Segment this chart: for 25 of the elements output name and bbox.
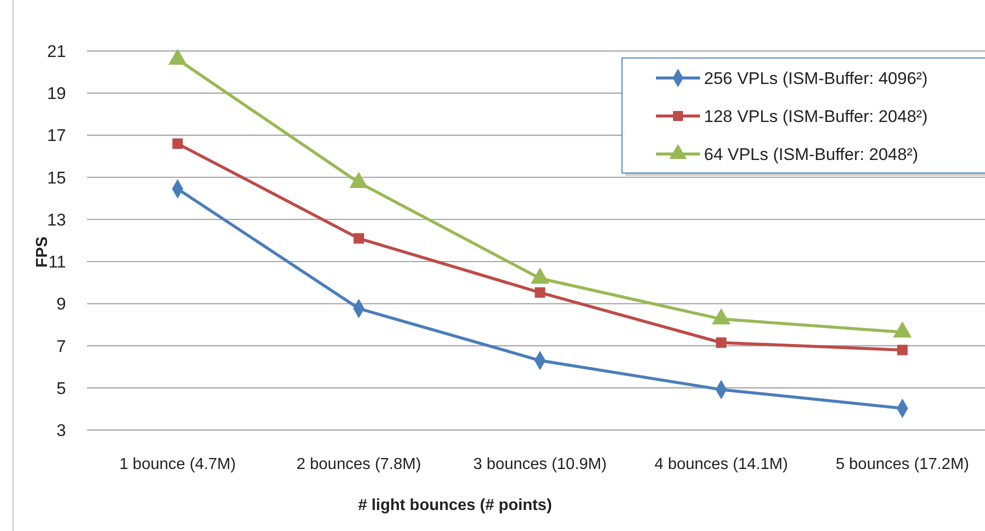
x-tick-label: 1 bounce (4.7M) xyxy=(119,456,236,473)
point xyxy=(716,337,726,348)
point xyxy=(354,233,364,244)
y-tick-label: 15 xyxy=(47,168,66,188)
x-tick-label: 2 bounces (7.8M) xyxy=(296,456,422,473)
y-tick-label: 11 xyxy=(48,252,66,272)
y-tick-label: 7 xyxy=(56,336,66,356)
point xyxy=(897,344,908,356)
legend-label: 64 VPLs (ISM-Buffer: 2048²) xyxy=(704,145,918,164)
y-tick-label: 21 xyxy=(47,42,66,61)
x-tick-label: 3 bounces (10.9M) xyxy=(473,456,607,473)
y-axis-title: FPS xyxy=(34,236,51,268)
legend-label: 128 VPLs (ISM-Buffer: 2048²) xyxy=(704,107,928,126)
y-tick-label: 5 xyxy=(56,378,66,398)
x-axis-title: # light bounces (# points) xyxy=(358,497,552,514)
y-tick-label: 3 xyxy=(56,421,66,440)
point xyxy=(534,287,546,298)
x-tick-label: 4 bounces (14.1M) xyxy=(654,456,788,473)
y-tick-label: 17 xyxy=(47,126,66,146)
y-tick-label: 19 xyxy=(47,84,66,104)
point xyxy=(172,138,183,149)
y-tick-label: 9 xyxy=(56,294,66,314)
x-tick-label: 5 bounces (17.2M) xyxy=(836,456,970,473)
legend-label: 256 VPLs (ISM-Buffer: 4096²) xyxy=(704,69,928,88)
y-tick-label: 13 xyxy=(47,210,66,230)
